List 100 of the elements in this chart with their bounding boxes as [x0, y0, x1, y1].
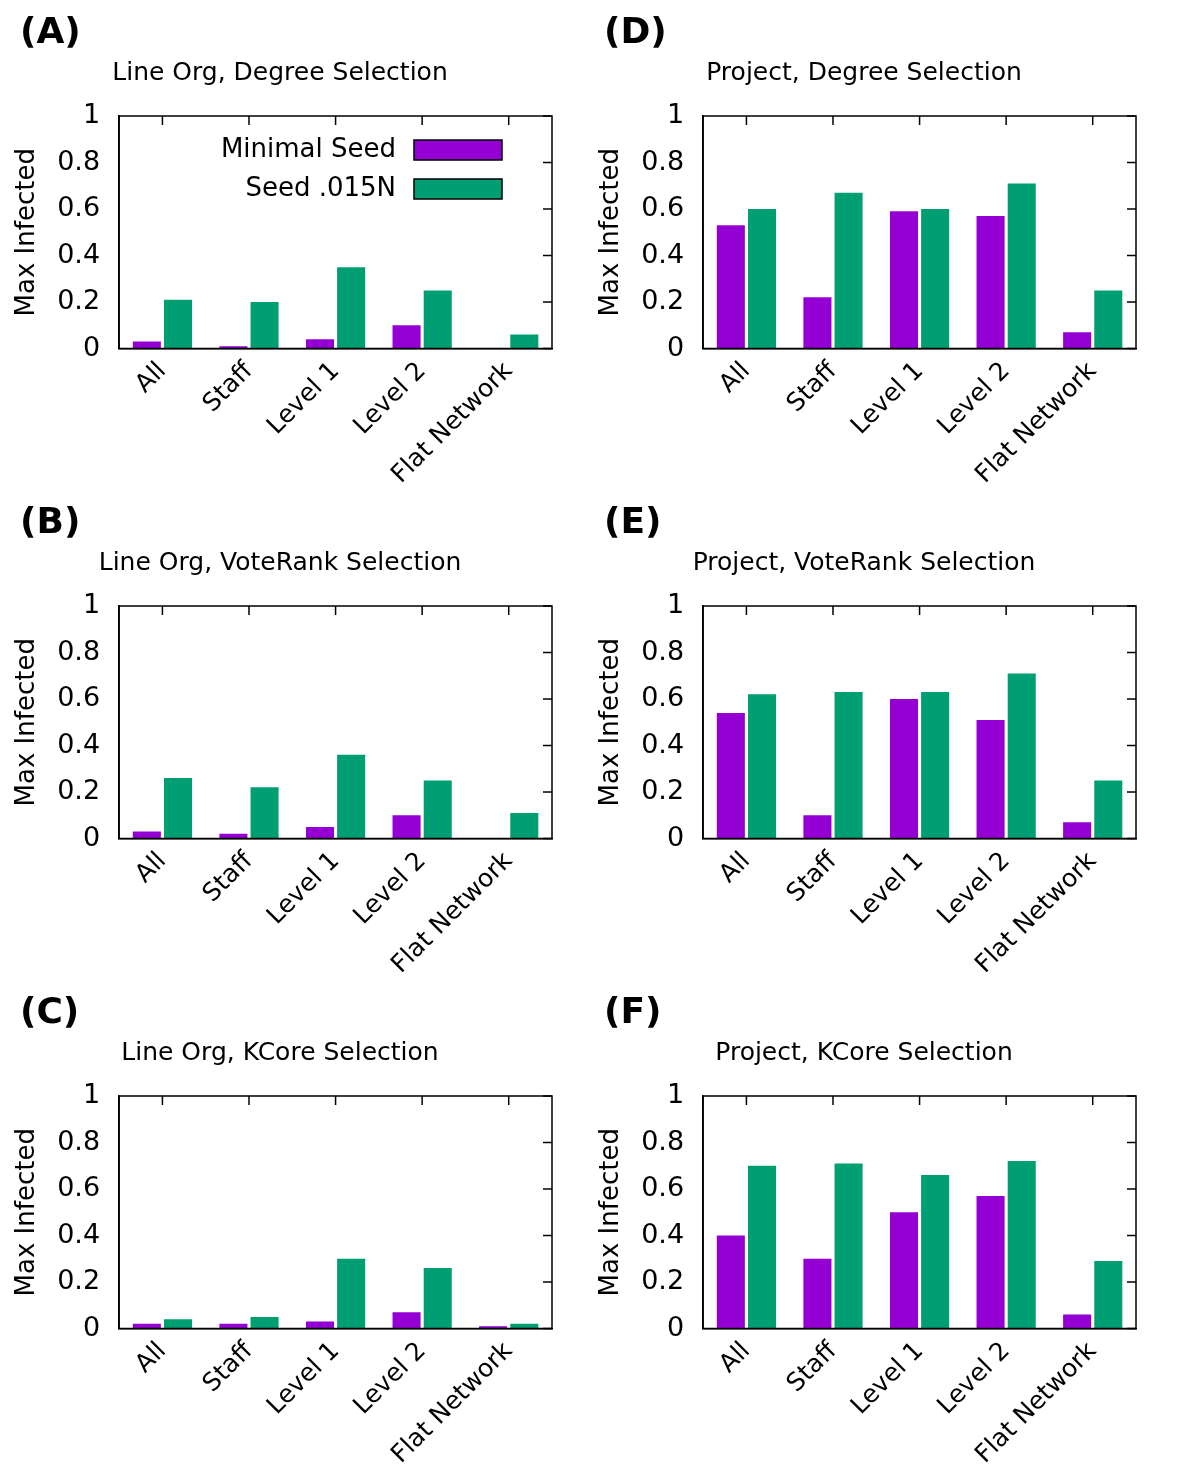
bar: [337, 267, 366, 349]
bar: [337, 1258, 366, 1329]
x-tick-label: All: [128, 1335, 172, 1378]
text: (A): [20, 10, 81, 52]
bar: [1063, 332, 1092, 349]
y-tick-label: 0.4: [57, 727, 101, 759]
legend-label: Minimal Seed: [220, 132, 396, 163]
bar: [305, 826, 335, 839]
y-tick-label: 0: [82, 1310, 101, 1342]
y-tick-label: 0.6: [641, 191, 685, 223]
bar: [716, 1235, 745, 1329]
y-tick-label: 0: [666, 330, 685, 362]
y-tick-label: 0.4: [641, 1217, 685, 1249]
y-tick-label: 0.6: [57, 1171, 101, 1203]
text: (E): [604, 500, 662, 542]
bar: [510, 812, 539, 839]
bar: [392, 325, 421, 349]
bar: [803, 1258, 832, 1329]
y-tick-label: 0.2: [641, 1264, 685, 1296]
y-axis-title: Max Infected: [10, 1128, 41, 1297]
y-tick-label: 0.2: [641, 774, 685, 806]
bar: [250, 302, 279, 349]
chart-title: Project, VoteRank Selection: [692, 546, 1036, 576]
bar: [1007, 673, 1036, 839]
text: (B): [20, 500, 81, 542]
y-tick-label: 0.6: [641, 681, 685, 713]
y-tick-label: 0.4: [57, 237, 101, 269]
y-tick-label: 0.8: [57, 144, 101, 176]
bar: [250, 787, 279, 839]
bar: [423, 290, 452, 349]
bar: [976, 719, 1005, 839]
y-tick-label: 0.2: [57, 774, 101, 806]
y-axis-title: Max Infected: [10, 148, 41, 317]
y-tick-label: 0: [666, 1310, 685, 1342]
bar: [834, 1163, 863, 1329]
y-tick-label: 0.2: [641, 284, 685, 316]
bar: [423, 1268, 452, 1329]
chart-title: Line Org, VoteRank Selection: [98, 546, 462, 576]
bar: [392, 815, 421, 839]
bar: [1063, 1314, 1092, 1329]
legend-label: Seed .015N: [245, 171, 396, 202]
bar: [747, 209, 777, 349]
bar: [1007, 183, 1036, 349]
bar: [1094, 290, 1123, 349]
bar: [889, 211, 919, 349]
bar: [976, 1195, 1005, 1329]
x-tick-label: All: [128, 845, 172, 888]
y-tick-label: 0.4: [641, 237, 685, 269]
bar: [803, 815, 832, 839]
y-tick-label: 0: [666, 820, 685, 852]
bar: [834, 692, 863, 839]
y-axis-title: Max Infected: [594, 148, 625, 317]
y-tick-label: 1: [666, 588, 685, 620]
bar: [163, 778, 193, 839]
y-axis-title: Max Infected: [594, 638, 625, 807]
bar: [337, 754, 366, 839]
bar: [423, 780, 452, 839]
bar: [1063, 822, 1092, 839]
y-tick-label: 0.8: [641, 144, 685, 176]
y-tick-label: 0.8: [641, 1124, 685, 1156]
bar: [250, 1316, 279, 1329]
y-tick-label: 0.8: [57, 634, 101, 666]
x-tick-label: All: [128, 355, 172, 398]
bar: [1094, 780, 1123, 839]
y-tick-label: 1: [666, 1078, 685, 1110]
x-tick-label: All: [712, 355, 756, 398]
bar: [392, 1312, 421, 1329]
bar: [976, 215, 1005, 349]
bar: [1094, 1261, 1123, 1329]
bar: [747, 1165, 777, 1329]
y-tick-label: 0.2: [57, 1264, 101, 1296]
bar: [716, 225, 745, 349]
chart-title: Line Org, KCore Selection: [121, 1036, 439, 1066]
y-tick-label: 0.6: [641, 1171, 685, 1203]
bar: [163, 299, 193, 349]
x-tick-label: All: [712, 845, 756, 888]
y-tick-label: 0.8: [57, 1124, 101, 1156]
bar: [1007, 1161, 1036, 1329]
bar: [834, 192, 863, 349]
bar: [716, 712, 745, 839]
bar: [305, 339, 335, 349]
y-tick-label: 0.2: [57, 284, 101, 316]
y-tick-label: 0: [82, 330, 101, 362]
y-tick-label: 0.6: [57, 191, 101, 223]
y-tick-label: 1: [82, 98, 101, 130]
chart-title: Project, KCore Selection: [715, 1036, 1013, 1066]
y-tick-label: 0: [82, 820, 101, 852]
y-tick-label: 0.8: [641, 634, 685, 666]
y-axis-title: Max Infected: [594, 1128, 625, 1297]
text: (F): [604, 990, 662, 1032]
bar: [510, 334, 539, 349]
text: (C): [20, 990, 80, 1032]
chart-title: Project, Degree Selection: [706, 56, 1022, 86]
bar: [889, 1212, 919, 1329]
x-tick-label: All: [712, 1335, 756, 1378]
bar: [921, 1175, 950, 1329]
bar: [803, 297, 832, 349]
bar: [889, 699, 919, 839]
bar: [921, 692, 950, 839]
y-tick-label: 0.6: [57, 681, 101, 713]
